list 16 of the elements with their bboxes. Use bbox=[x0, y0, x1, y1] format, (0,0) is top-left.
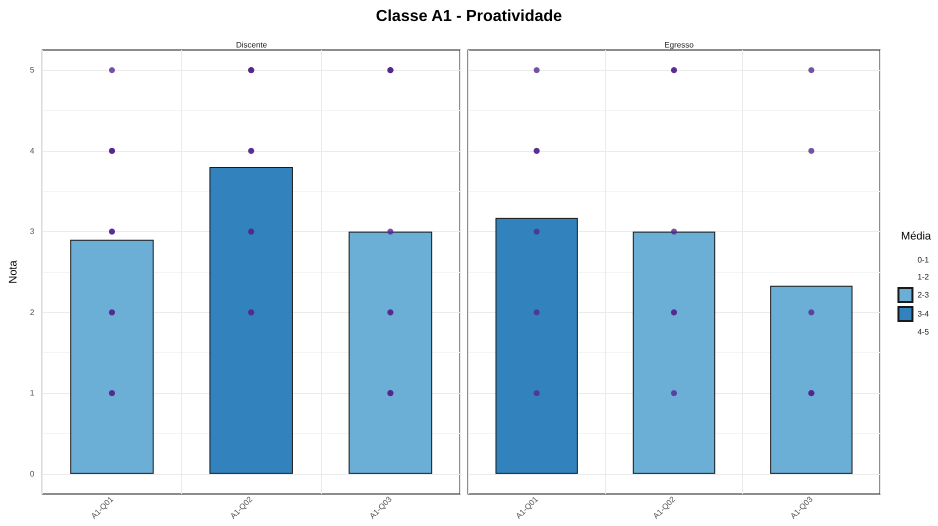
text: 0-1 bbox=[917, 256, 930, 264]
y-tick-label: 5 bbox=[30, 66, 35, 75]
text: 4-5 bbox=[917, 328, 930, 336]
legend-label: 2-3 bbox=[917, 290, 930, 300]
y-tick-label: 2 bbox=[30, 308, 35, 317]
chart-subtitle: Discente bbox=[236, 40, 268, 50]
chart-subtitle: Egresso bbox=[664, 40, 694, 50]
y-tick-label: 1 bbox=[30, 388, 35, 398]
text: 1-2 bbox=[917, 272, 930, 282]
y-tick-label: 0 bbox=[30, 469, 35, 478]
chart-title: Classe A1 - Proatividade bbox=[374, 8, 564, 26]
y-tick-label: 4 bbox=[30, 146, 35, 156]
legend-label: 3-4 bbox=[917, 310, 930, 318]
legend-title: Média bbox=[901, 230, 932, 242]
y-tick-label: 3 bbox=[30, 227, 35, 236]
y-axis-title: Nota bbox=[8, 260, 20, 284]
